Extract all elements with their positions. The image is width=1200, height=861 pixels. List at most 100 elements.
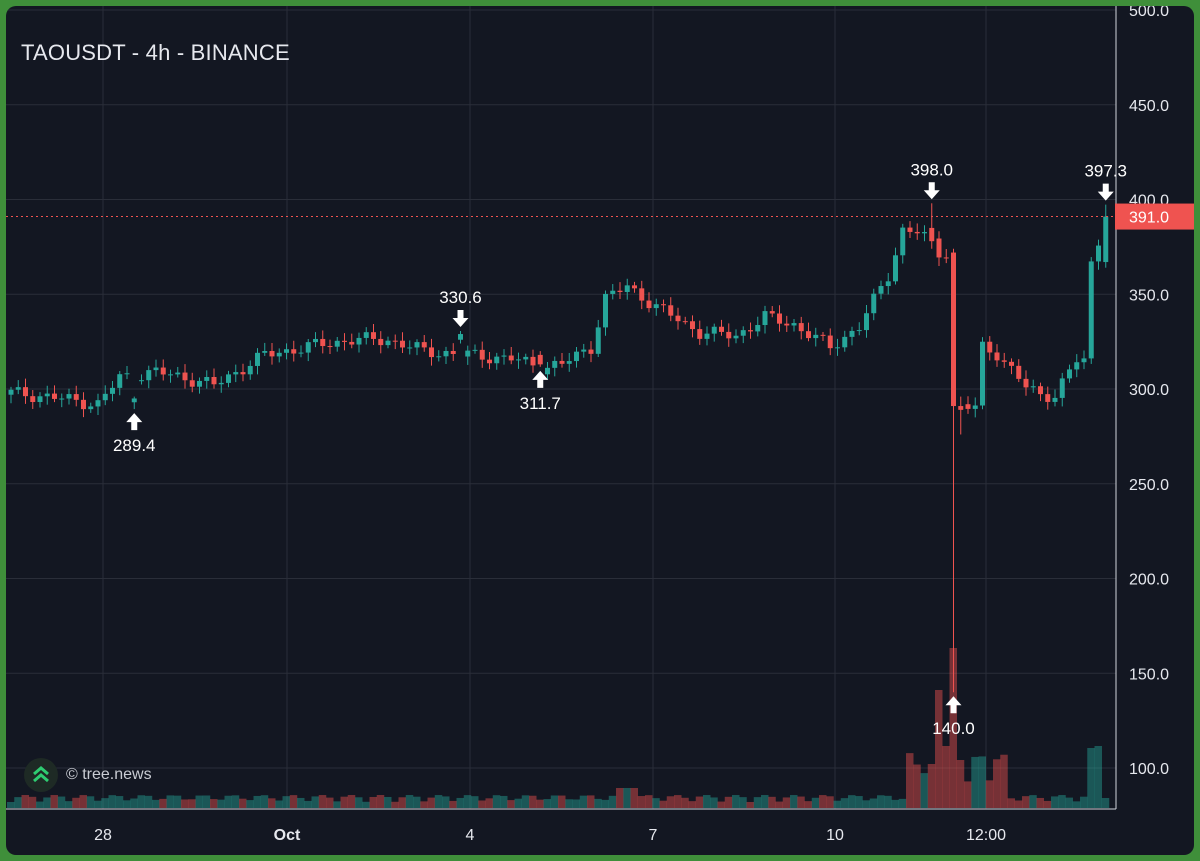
volume-bar [1058,795,1066,808]
candle-body [8,389,14,395]
candle-body [552,360,558,368]
volume-bar [130,798,138,808]
candle-body [334,340,340,347]
volume-bar [369,796,377,808]
volume-bar [166,795,174,808]
volume-bar [188,799,196,808]
volume-bar [108,795,116,808]
candle-body [740,330,746,336]
volume-bar [558,795,566,808]
candle-body [849,330,855,337]
volume-bar [420,801,428,808]
watermark-text: © tree.news [66,766,152,783]
candle-body [240,372,246,375]
candle-body [131,398,137,403]
candle-body [494,356,500,364]
volume-bar [152,799,160,808]
candle-body [1009,361,1014,366]
volume-bar [616,788,624,808]
candlestick-chart[interactable]: 100.0150.0200.0250.0300.0350.0400.0450.0… [6,6,1194,855]
volume-bar [413,796,421,808]
candle-body [218,382,224,385]
candle-body [298,352,304,354]
volume-bar [978,756,986,808]
volume-bar [405,795,414,808]
volume-bar [57,796,66,808]
candle-body [653,304,659,309]
annotation-arrow-up-icon [126,413,143,431]
candle-body [733,335,739,339]
volume-bar [355,797,363,808]
candle-body [291,349,297,354]
candle-body [914,231,920,234]
candle-body [1074,362,1080,370]
volume-bar [753,797,762,808]
volume-bar [1051,796,1059,808]
candle-body [262,351,268,353]
candle-body [726,331,732,339]
volume-bar [681,797,689,808]
candle-body [798,323,804,332]
candle-body [994,352,1000,361]
candle-body [835,347,840,349]
candle-body [44,393,50,397]
chart-frame: 100.0 150.0 200.0 250.0 300.0 350.0 400.0 450.0… [6,6,1194,855]
volume-bar [862,800,870,808]
volume-bar [1043,800,1052,808]
candle-body [661,304,666,306]
candle-body [806,331,811,339]
volume-bar [819,795,827,808]
volume-bar [202,795,211,808]
candle-body [603,293,608,328]
candle-body [907,227,913,232]
volume-bar [282,796,290,808]
volume-bar [1101,798,1110,808]
volume-bar [739,797,747,808]
volume-bar [695,796,704,808]
candle-body [305,342,311,353]
candle-body [189,380,195,387]
volume-bar [50,795,58,808]
volume-bar [326,797,334,808]
candle-body [980,341,985,406]
candle-body [30,396,36,403]
candle-body [284,349,289,353]
volume-bar [623,788,631,808]
candle-body [349,341,355,345]
volume-bar [768,796,776,808]
volume-bar [688,801,696,808]
volume-bar [659,800,667,808]
volume-bar [637,796,646,808]
volume-bar [1080,796,1088,808]
volume-bar [971,756,979,808]
volume-bar [398,797,406,808]
volume-bar [826,796,834,808]
annotation-label: 397.3 [1084,162,1127,181]
candle-body [617,290,623,292]
volume-bar [927,764,936,808]
candle-body [878,286,884,294]
volume-bar [1014,800,1023,808]
candle-body [748,330,753,332]
candle-body [52,393,57,399]
candle-body [436,356,442,358]
candle-body [23,387,28,397]
candle-body [88,406,94,410]
chart-title: TAOUSDT - 4h - BINANCE [21,40,290,65]
volume-bar [507,800,515,808]
volume-bar [536,799,544,808]
annotation-arrow-down-icon [923,182,940,200]
volume-bar [159,798,167,808]
volume-bar [804,801,812,808]
volume-bar [362,801,370,808]
candle-body [827,335,833,349]
volume-bar [732,795,740,808]
candle-body [784,323,790,326]
last-price-label: 391.0 [1129,210,1169,227]
volume-bar [427,797,435,808]
volume-bar [304,800,312,808]
y-tick-label: 250.0 [1129,477,1169,494]
candle-body [675,315,681,322]
volume-bar [275,800,283,808]
volume-bar [376,795,385,808]
